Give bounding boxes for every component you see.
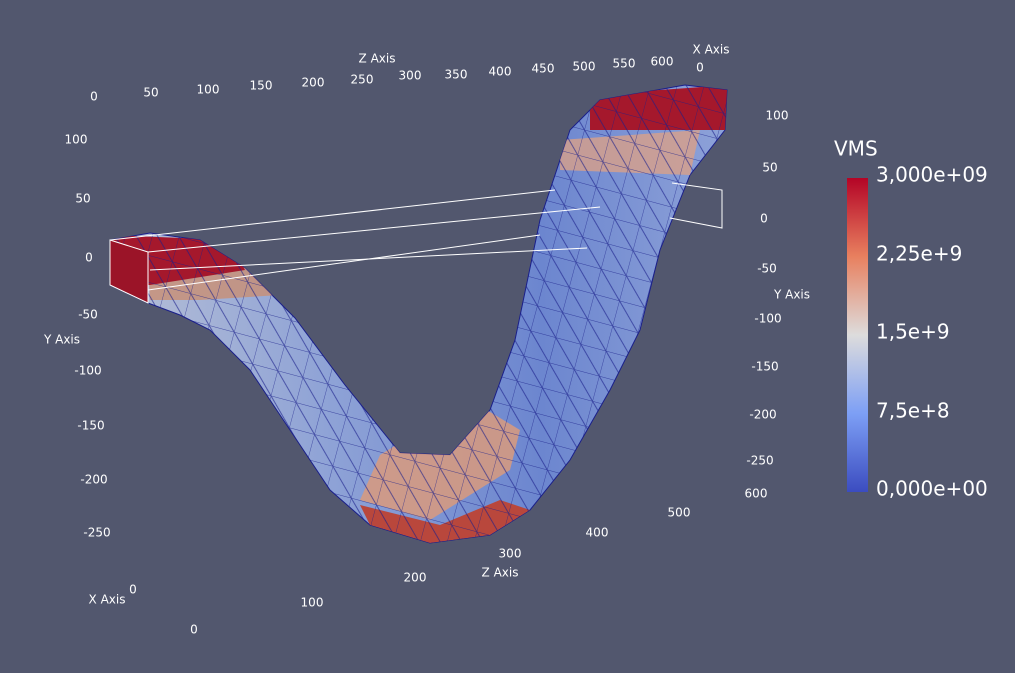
label: 600 <box>745 487 768 501</box>
label: Z Axis <box>359 52 396 66</box>
label: -100 <box>74 364 101 378</box>
label: 3,000e+09 <box>876 163 988 187</box>
label: 100 <box>766 109 789 123</box>
label: 100 <box>197 83 220 97</box>
label: -200 <box>749 408 776 422</box>
label: X Axis <box>693 43 730 57</box>
label: 550 <box>613 57 636 71</box>
label: 500 <box>573 60 596 74</box>
label: 0 <box>129 583 137 597</box>
label: -200 <box>80 473 107 487</box>
label: 50 <box>143 86 158 100</box>
label: Z Axis <box>482 566 519 580</box>
label: -50 <box>78 308 98 322</box>
label: 350 <box>445 68 468 82</box>
label: 250 <box>351 73 374 87</box>
label: 600 <box>651 55 674 69</box>
color-bar <box>847 178 868 492</box>
label: VMS <box>834 137 878 161</box>
label: 0,000e+00 <box>876 477 988 501</box>
label: 7,5e+8 <box>876 399 950 423</box>
label: 0 <box>85 251 93 265</box>
label: 400 <box>586 526 609 540</box>
label: Y Axis <box>43 333 80 347</box>
label: 2,25e+9 <box>876 242 962 266</box>
label: 500 <box>668 506 691 520</box>
label: 300 <box>399 69 422 83</box>
label: Y Axis <box>773 288 810 302</box>
bounding-box <box>109 182 723 291</box>
label: -150 <box>77 419 104 433</box>
label: 0 <box>90 90 98 104</box>
label: 0 <box>760 212 768 226</box>
label: -150 <box>751 360 778 374</box>
label: -100 <box>754 312 781 326</box>
label: 100 <box>65 133 88 147</box>
label: 200 <box>404 571 427 585</box>
label: 50 <box>75 192 90 206</box>
label: 0 <box>190 623 198 637</box>
label: 400 <box>489 65 512 79</box>
label: 0 <box>696 61 704 75</box>
label: -250 <box>746 454 773 468</box>
label: 450 <box>532 62 555 76</box>
label: 200 <box>302 76 325 90</box>
label: 300 <box>499 547 522 561</box>
label: -50 <box>757 262 777 276</box>
label: 150 <box>250 79 273 93</box>
label: -250 <box>83 526 110 540</box>
label: 100 <box>301 596 324 610</box>
label: 50 <box>762 161 777 175</box>
label: 1,5e+9 <box>876 320 950 344</box>
label: X Axis <box>89 593 126 607</box>
